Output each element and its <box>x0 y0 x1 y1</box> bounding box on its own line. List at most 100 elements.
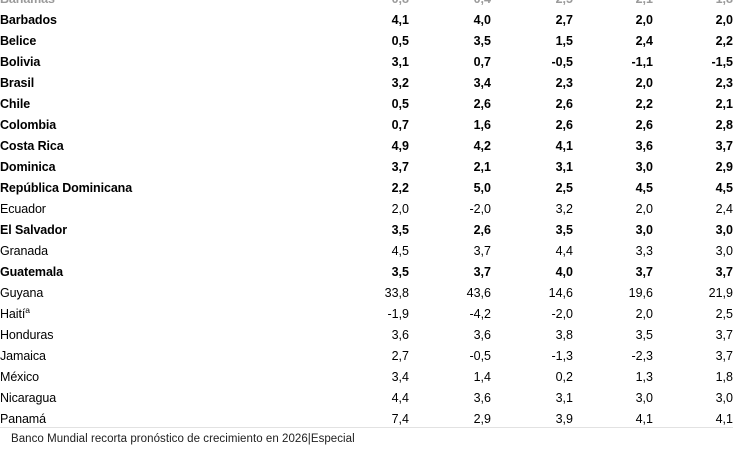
table-row: Colombia 0,7 1,6 2,6 2,6 2,8 <box>0 115 733 136</box>
table-cell-value: 2,7 <box>555 13 573 27</box>
table-cell-value: 3,7 <box>715 328 733 342</box>
table-cell-value: 1,8 <box>653 0 733 10</box>
table-cell-country: Guatemala <box>0 265 64 279</box>
table-cell-value: 2,2 <box>635 97 653 111</box>
table-cell-value: -2,0 <box>551 307 573 321</box>
table-cell-value: 2,0 <box>715 13 733 27</box>
table-cell-country: Colombia <box>0 118 57 132</box>
table-cell-country: Guyana <box>0 286 44 300</box>
table-cell-value: 3,7 <box>715 265 733 279</box>
table-cell-value: -2,0 <box>469 202 491 216</box>
table-cell-value: 3,2 <box>555 202 573 216</box>
table-cell-country: Chile <box>0 97 31 111</box>
table-cell-country: Bolivia <box>0 55 41 69</box>
table-cell-value: 1,3 <box>635 370 653 384</box>
table-cell-value: 0,2 <box>555 370 573 384</box>
table-cell-value: 3,1 <box>555 391 573 405</box>
table-cell-value: 0,7 <box>473 55 491 69</box>
table-body: Bahamas0,80,42,52,11,8Barbados4,14,02,72… <box>0 0 733 425</box>
table-cell-value: 3,9 <box>555 412 573 425</box>
table-cell-value: 4,1 <box>635 412 653 425</box>
table-cell-value: 2,9 <box>473 412 491 425</box>
table-cell-value: 3,5 <box>555 223 573 237</box>
table-cell-value: -0,5 <box>551 55 573 69</box>
table-row: República Dominicana 2,2 5,0 2,5 4,5 4,5 <box>0 178 733 199</box>
table-cell-value: 2,3 <box>555 76 573 90</box>
table-cell-value: 43,6 <box>466 286 491 300</box>
table-cell-country: Costa Rica <box>0 139 64 153</box>
table-row: Guyana 33,8 43,6 14,6 19,6 21,9 <box>0 283 733 304</box>
table-cell-value: 3,4 <box>391 370 409 384</box>
table-cell-value: 2,1 <box>473 160 491 174</box>
table-cell-value: 2,6 <box>555 118 573 132</box>
table-cell-value: 4,0 <box>473 13 491 27</box>
table-cell-value: 2,1 <box>715 97 733 111</box>
table-row: Nicaragua 4,4 3,6 3,1 3,0 3,0 <box>0 388 733 409</box>
table-cell-value: 3,0 <box>715 391 733 405</box>
table-cell-value: -4,2 <box>469 307 491 321</box>
table-cell-value: -0,5 <box>469 349 491 363</box>
table-cell-value: 3,8 <box>555 328 573 342</box>
table-row: Brasil 3,2 3,4 2,3 2,0 2,3 <box>0 73 733 94</box>
table-cell-country: Haitía <box>0 304 30 321</box>
table-cell-country: El Salvador <box>0 223 67 237</box>
table-cell-value: -1,5 <box>711 55 733 69</box>
table-cell-value: 19,6 <box>628 286 653 300</box>
table-cell-country: Dominica <box>0 160 56 174</box>
table-row: Chile 0,5 2,6 2,6 2,2 2,1 <box>0 94 733 115</box>
table-cell-value: 3,7 <box>715 139 733 153</box>
table-row: Haitía -1,9 -4,2 -2,0 2,0 2,5 <box>0 304 733 325</box>
table-cell-value: 2,1 <box>573 0 653 10</box>
table-cell-value: 1,4 <box>473 370 491 384</box>
table-cell-value: 4,2 <box>473 139 491 153</box>
table-cell-value: 3,4 <box>473 76 491 90</box>
table-cell-value: -2,3 <box>631 349 653 363</box>
table-cell-value: 0,7 <box>391 118 409 132</box>
table-cell-value: 2,2 <box>391 181 409 195</box>
table-cell-value: 0,5 <box>391 97 409 111</box>
table-cell-value: -1,9 <box>387 307 409 321</box>
table-cell-country: Brasil <box>0 76 35 90</box>
table-cell-value: 4,9 <box>391 139 409 153</box>
table-row: Barbados 4,1 4,0 2,7 2,0 2,0 <box>0 10 733 31</box>
table-cell-country: Panamá <box>0 412 46 425</box>
table-cell-country: Barbados <box>0 13 57 27</box>
table-cell-value: 2,4 <box>635 34 653 48</box>
table-cell-value: 3,7 <box>473 244 491 258</box>
table-cell-value: 3,5 <box>473 34 491 48</box>
table-cell-value: 2,6 <box>473 97 491 111</box>
table-cell-value: 4,5 <box>635 181 653 195</box>
table-cell-value: 14,6 <box>548 286 573 300</box>
table-cell-value: 33,8 <box>384 286 409 300</box>
table-cell-value: 0,4 <box>409 0 491 10</box>
table-cell-value: 1,8 <box>715 370 733 384</box>
table-cell-value: 2,5 <box>715 307 733 321</box>
table-row: Panamá 7,4 2,9 3,9 4,1 4,1 <box>0 409 733 425</box>
table-row: México 3,4 1,4 0,2 1,3 1,8 <box>0 367 733 388</box>
table-row: Bahamas0,80,42,52,11,8 <box>0 0 733 10</box>
table-cell-value: 3,6 <box>635 139 653 153</box>
table-cell-value: -1,3 <box>551 349 573 363</box>
table-cell-value: 3,7 <box>473 265 491 279</box>
table-cell-value: 2,5 <box>555 181 573 195</box>
table-cell-value: 4,0 <box>555 265 573 279</box>
table-row: Honduras 3,6 3,6 3,8 3,5 3,7 <box>0 325 733 346</box>
table-cell-value: 3,0 <box>715 223 733 237</box>
table-cell-value: 2,6 <box>635 118 653 132</box>
table-cell-value: 4,5 <box>391 244 409 258</box>
table-cell-value: 4,1 <box>555 139 573 153</box>
table-row: Bolivia 3,1 0,7 -0,5 -1,1 -1,5 <box>0 52 733 73</box>
table-cell-value: 3,7 <box>391 160 409 174</box>
table-cell-value: 3,1 <box>391 55 409 69</box>
table-cell-value: 2,5 <box>491 0 573 10</box>
table-cell-value: 4,4 <box>555 244 573 258</box>
table-cell-value: 3,5 <box>391 265 409 279</box>
table-row: Dominica 3,7 2,1 3,1 3,0 2,9 <box>0 157 733 178</box>
table-cell-value: 2,0 <box>391 202 409 216</box>
table-cell-value: 3,0 <box>635 223 653 237</box>
table-cell-value: 3,6 <box>473 328 491 342</box>
table-row: Ecuador 2,0 -2,0 3,2 2,0 2,4 <box>0 199 733 220</box>
table-cell-value: 3,7 <box>635 265 653 279</box>
table-cell-value: 3,0 <box>635 391 653 405</box>
